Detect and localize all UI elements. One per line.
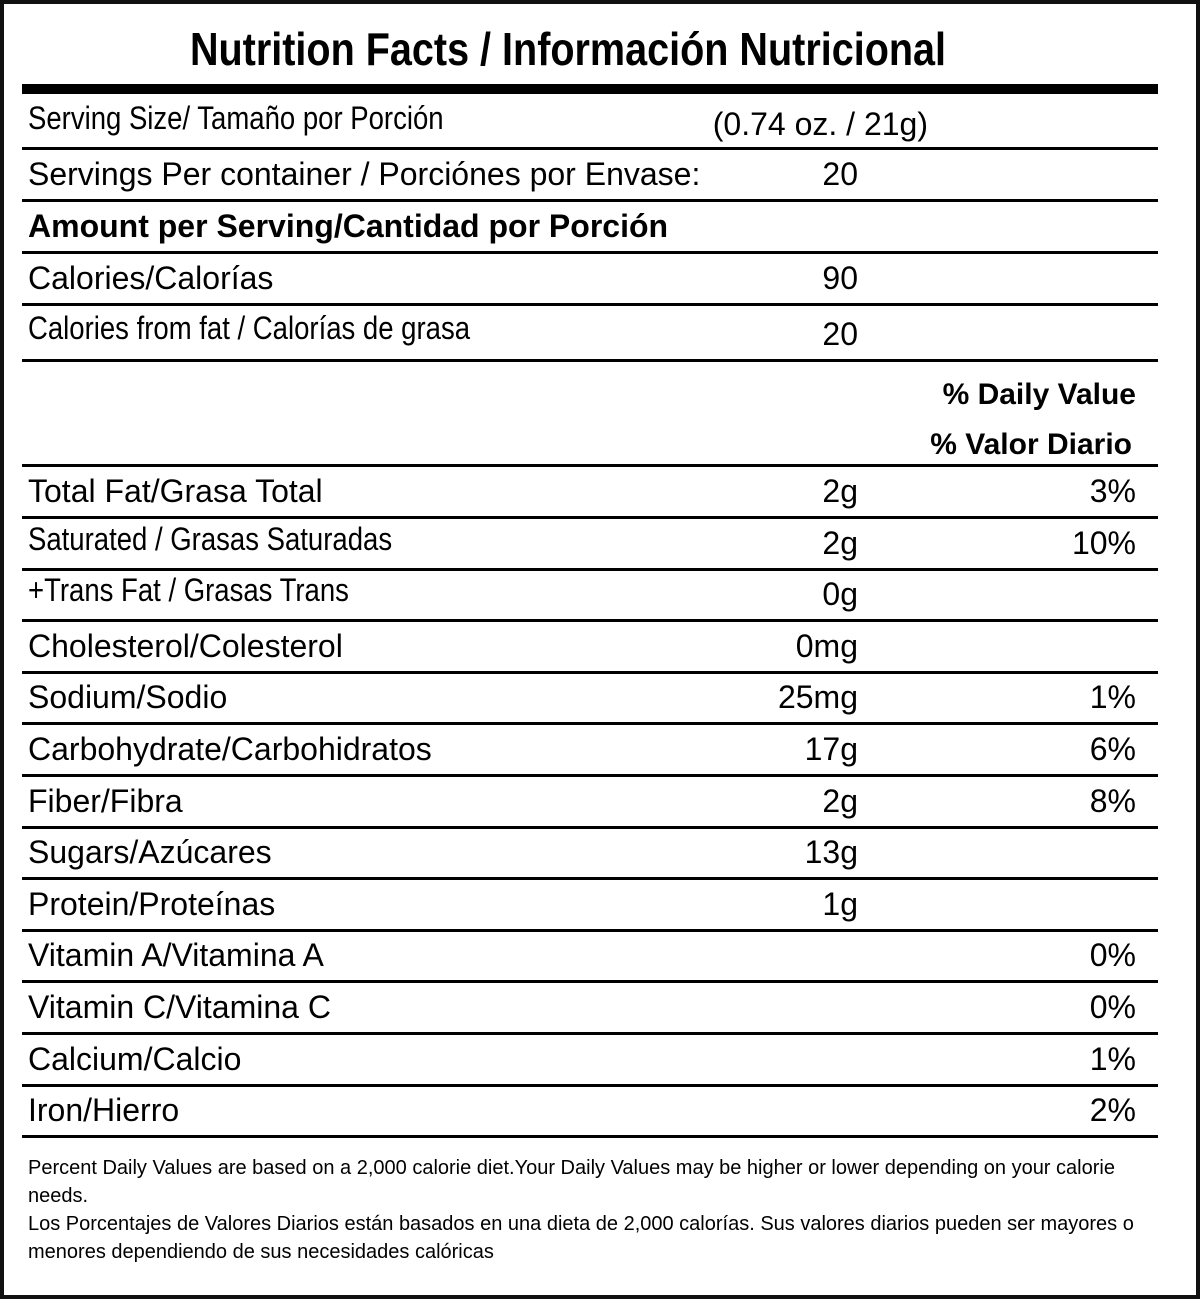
nutrient-amount: 0mg — [795, 627, 858, 664]
nutrient-label: Vitamin C/Vitamina C — [28, 989, 331, 1025]
nutrient-row: Calcium/Calcio 1% — [22, 1035, 1158, 1087]
nutrient-amount: 25mg — [777, 679, 858, 716]
servings-per-container-row: Servings Per container / Porciónes por E… — [22, 150, 1158, 202]
calories-label: Calories/Calorías — [28, 260, 274, 296]
serving-size-label: Serving Size/ Tamaño por Porción — [28, 100, 444, 136]
nutrient-label: Fiber/Fibra — [28, 782, 183, 819]
daily-value-header-es: % Valor Diario — [930, 428, 1132, 461]
nutrient-row: Total Fat/Grasa Total 2g 3% — [22, 467, 1158, 519]
nutrient-row: +Trans Fat / Grasas Trans 0g — [22, 570, 1158, 623]
nutrient-amount: 2g — [822, 524, 858, 561]
nutrient-row: Protein/Proteínas 1g — [22, 880, 1158, 932]
nutrient-daily-value: 2% — [1089, 1092, 1136, 1129]
footnote: Percent Daily Values are based on a 2,00… — [28, 1154, 1168, 1266]
footnote-es: Los Porcentajes de Valores Diarios están… — [28, 1213, 1134, 1263]
nutrient-daily-value: 3% — [1089, 473, 1136, 509]
nutrient-row: Sodium/Sodio 25mg 1% — [22, 673, 1158, 726]
footnote-en: Percent Daily Values are based on a 2,00… — [28, 1157, 1115, 1207]
nutrient-daily-value: 6% — [1089, 731, 1136, 767]
serving-size-value: (0.74 oz. / 21g) — [712, 106, 928, 142]
label-title: Nutrition Facts / Información Nutriciona… — [189, 23, 947, 75]
amount-header: Amount per Serving/Cantidad por Porción — [28, 208, 669, 244]
servings-per-container-label: Servings Per container / Porciónes por E… — [28, 156, 701, 192]
nutrient-amount: 13g — [804, 834, 858, 871]
serving-size-row: Serving Size/ Tamaño por Porción (0.74 o… — [22, 94, 1158, 150]
nutrient-daily-value: 1% — [1089, 1040, 1136, 1077]
nutrient-label: Protein/Proteínas — [28, 885, 276, 922]
nutrient-label: Iron/Hierro — [28, 1092, 180, 1129]
nutrient-row: Iron/Hierro 2% — [22, 1086, 1158, 1139]
nutrient-daily-value: 1% — [1089, 679, 1136, 716]
nutrient-label: Sodium/Sodio — [28, 679, 228, 716]
amount-header-row: Amount per Serving/Cantidad por Porción — [22, 202, 1158, 254]
nutrient-daily-value: 0% — [1089, 937, 1136, 974]
calories-from-fat-value: 20 — [822, 316, 858, 352]
nutrient-label: Carbohydrate/Carbohidratos — [28, 731, 432, 767]
nutrient-amount: 0g — [822, 576, 858, 613]
nutrient-label: Saturated / Grasas Saturadas — [28, 520, 393, 557]
nutrient-row: Carbohydrate/Carbohidratos 17g 6% — [22, 725, 1158, 777]
nutrient-row: Vitamin A/Vitamina A 0% — [22, 931, 1158, 984]
calories-value: 90 — [822, 260, 858, 296]
nutrient-row: Saturated / Grasas Saturadas 2g 10% — [22, 519, 1158, 571]
nutrient-row: Cholesterol/Colesterol 0mg — [22, 622, 1158, 674]
daily-value-header-en: % Daily Value — [942, 378, 1136, 411]
nutrient-label: Total Fat/Grasa Total — [28, 473, 323, 509]
nutrient-label: Sugars/Azúcares — [28, 834, 272, 871]
nutrient-amount: 2g — [822, 782, 858, 819]
nutrient-daily-value: 10% — [1071, 524, 1136, 561]
nutrient-label: +Trans Fat / Grasas Trans — [28, 572, 349, 609]
servings-per-container-value: 20 — [822, 156, 858, 192]
nutrient-row: Sugars/Azúcares 13g — [22, 828, 1158, 881]
nutrient-amount: 17g — [804, 731, 858, 767]
nutrient-amount: 1g — [822, 885, 858, 922]
nutrient-label: Calcium/Calcio — [28, 1040, 242, 1077]
nutrient-label: Cholesterol/Colesterol — [28, 627, 343, 664]
nutrient-amount: 2g — [822, 473, 858, 509]
calories-row: Calories/Calorías 90 — [22, 254, 1158, 306]
calories-from-fat-label: Calories from fat / Calorías de grasa — [28, 310, 471, 346]
calories-from-fat-row: Calories from fat / Calorías de grasa 20 — [22, 306, 1158, 362]
nutrient-label: Vitamin A/Vitamina A — [28, 937, 324, 974]
nutrient-row: Fiber/Fibra 2g 8% — [22, 777, 1158, 829]
nutrient-daily-value: 0% — [1089, 989, 1136, 1025]
thick-divider — [22, 84, 1158, 94]
daily-value-header-row: % Daily Value % Valor Diario — [22, 362, 1158, 467]
nutrient-row: Vitamin C/Vitamina C 0% — [22, 983, 1158, 1035]
nutrient-daily-value: 8% — [1089, 782, 1136, 819]
